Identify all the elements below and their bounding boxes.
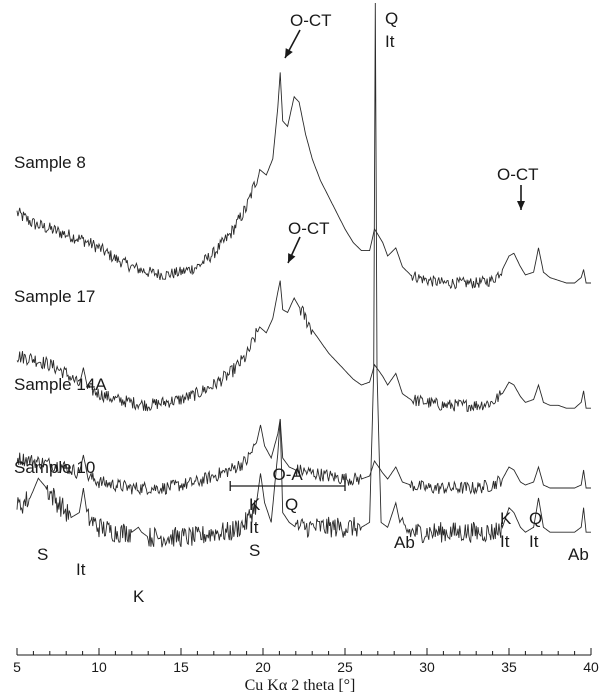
x-tick-label-30: 30 xyxy=(419,659,435,675)
annotation-s10-q-it-2-line-2: It xyxy=(529,532,539,551)
sample-label-sample-10: Sample 10 xyxy=(14,458,95,477)
sample-labels-layer: Sample 8 Sample 17 Sample 14A Sample 10 xyxy=(14,153,107,477)
annotation-s10-k: K xyxy=(133,587,145,606)
sample-label-sample-17: Sample 17 xyxy=(14,287,95,306)
trace-sample-17 xyxy=(16,280,591,412)
x-tick-label-15: 15 xyxy=(173,659,189,675)
annotation-s10-q: Q xyxy=(285,495,298,514)
trace-sample-14a xyxy=(16,418,591,496)
annotation-s10-k-it-s-line-3: S xyxy=(249,541,260,560)
x-tick-label-35: 35 xyxy=(501,659,517,675)
annotation-s10-k-it-s-line-1: K xyxy=(249,495,261,514)
x-axis: 5 10 15 20 25 30 35 40 xyxy=(13,648,599,675)
annotation-s10-s: S xyxy=(37,545,48,564)
x-tick-label-40: 40 xyxy=(583,659,599,675)
annotation-s10-ab-1: Ab xyxy=(394,533,415,552)
x-tick-label-20: 20 xyxy=(255,659,271,675)
annotation-s10-k-it-2-line-1: K xyxy=(500,509,512,528)
x-axis-label: Cu Kα 2 theta [°] xyxy=(245,677,356,694)
sample-label-sample-14a: Sample 14A xyxy=(14,375,107,394)
annotation-s8-oct-right-arrow-head xyxy=(517,201,525,210)
annotation-oa-range: O-A xyxy=(272,465,303,484)
annotation-s8-oct-main: O-CT xyxy=(290,11,332,30)
annotation-s10-k-it-s-line-2: It xyxy=(249,518,259,537)
x-tick-label-10: 10 xyxy=(91,659,107,675)
sample-label-sample-8: Sample 8 xyxy=(14,153,86,172)
traces-layer xyxy=(16,2,591,548)
x-tick-label-5: 5 xyxy=(13,659,21,675)
annotation-s10-k-it-2-line-2: It xyxy=(500,532,510,551)
annotation-s17-oct-arrow-head xyxy=(288,253,296,263)
annotation-s8-oct-main-arrow-head xyxy=(285,48,293,58)
annotation-s8-q-it-line-1: Q xyxy=(385,9,398,28)
annotations-layer: O-CT Q It O-CT O-CT O-A S It K K It S Q Ab K It Q It Ab xyxy=(37,9,589,606)
trace-sample-8 xyxy=(16,72,591,290)
annotation-s17-oct: O-CT xyxy=(288,219,330,238)
annotation-s10-ab-2: Ab xyxy=(568,545,589,564)
x-tick-label-25: 25 xyxy=(337,659,353,675)
annotation-s10-q-it-2-line-1: Q xyxy=(529,509,542,528)
annotation-s10-it: It xyxy=(76,560,86,579)
annotation-s8-q-it-line-2: It xyxy=(385,32,395,51)
annotation-s8-oct-right: O-CT xyxy=(497,165,539,184)
trace-sample-10 xyxy=(16,2,591,548)
